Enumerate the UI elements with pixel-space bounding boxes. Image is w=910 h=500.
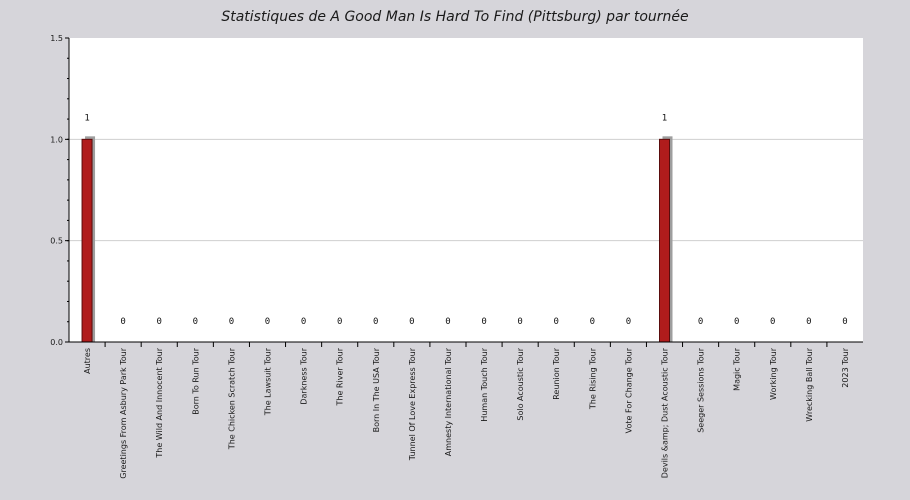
gridlines [69, 138, 863, 242]
data-label: 0 [120, 317, 125, 327]
data-label: 0 [554, 317, 559, 327]
y-tick-label: 0.5 [50, 237, 63, 246]
x-category-label: The Wild And Innocent Tour [155, 347, 164, 458]
y-axis-ticks: 0.0 0.5 1.0 1.5 [50, 34, 69, 347]
x-category-label: The Rising Tour [588, 347, 597, 410]
data-label: 0 [590, 317, 595, 327]
x-category-label: The Lawsuit Tour [264, 347, 273, 416]
x-category-label: Working Tour [769, 347, 778, 400]
x-category-label: Solo Acoustic Tour [516, 347, 525, 420]
x-category-label: Vote For Change Tour [624, 347, 633, 433]
data-label: 0 [626, 317, 631, 327]
x-axis-ticks [104, 342, 828, 347]
x-category-label: Human Touch Tour [480, 347, 489, 421]
data-label: 0 [806, 317, 811, 327]
x-category-label: Born To Run Tour [191, 347, 200, 414]
data-label: 0 [445, 317, 450, 327]
x-category-label: Greetings From Asbury Park Tour [119, 347, 128, 478]
x-category-label: Amnesty International Tour [444, 347, 453, 456]
x-category-label: Darkness Tour [300, 347, 309, 404]
data-label: 0 [734, 317, 739, 327]
data-label: 1 [662, 113, 667, 123]
bar [81, 138, 93, 343]
y-tick-label: 1.5 [50, 34, 63, 43]
data-label: 0 [229, 317, 234, 327]
data-label: 0 [481, 317, 486, 327]
data-label: 0 [193, 317, 198, 327]
data-label: 0 [337, 317, 342, 327]
x-category-label: 2023 Tour [841, 347, 850, 387]
bars [81, 136, 673, 343]
x-category-label: The River Tour [336, 347, 345, 406]
x-category-label: Devils &amp; Dust Acoustic Tour [661, 347, 670, 478]
data-label: 0 [157, 317, 162, 327]
bar [659, 138, 670, 343]
data-label: 0 [373, 317, 378, 327]
data-label: 0 [517, 317, 522, 327]
x-category-label: Wrecking Ball Tour [805, 347, 814, 421]
data-label: 1 [84, 113, 89, 123]
x-category-label: Seeger Sessions Tour [697, 347, 706, 432]
data-labels: 1 0 0 0 0 0 0 0 0 0 0 0 0 0 0 0 1 0 0 0 0 0 [84, 113, 847, 327]
data-label: 0 [770, 317, 775, 327]
data-label: 0 [409, 317, 414, 327]
data-label: 0 [698, 317, 703, 327]
chart-title: Statistiques de A Good Man Is Hard To Fi… [221, 9, 688, 25]
plot-area [69, 38, 863, 342]
y-tick-label: 1.0 [50, 135, 63, 144]
x-category-label: Autres [83, 348, 92, 374]
data-label: 0 [301, 317, 306, 327]
x-category-label: Born In The USA Tour [372, 347, 381, 432]
data-label: 0 [842, 317, 847, 327]
x-axis-category-labels: Autres Greetings From Asbury Park Tour The… [83, 347, 850, 478]
x-category-label: Tunnel Of Love Express Tour [408, 347, 417, 461]
x-category-label: Reunion Tour [552, 347, 561, 399]
data-label: 0 [265, 317, 270, 327]
x-category-label: Magic Tour [733, 347, 742, 391]
x-category-label: The Chicken Scratch Tour [227, 347, 236, 450]
y-tick-label: 0.0 [50, 338, 63, 347]
